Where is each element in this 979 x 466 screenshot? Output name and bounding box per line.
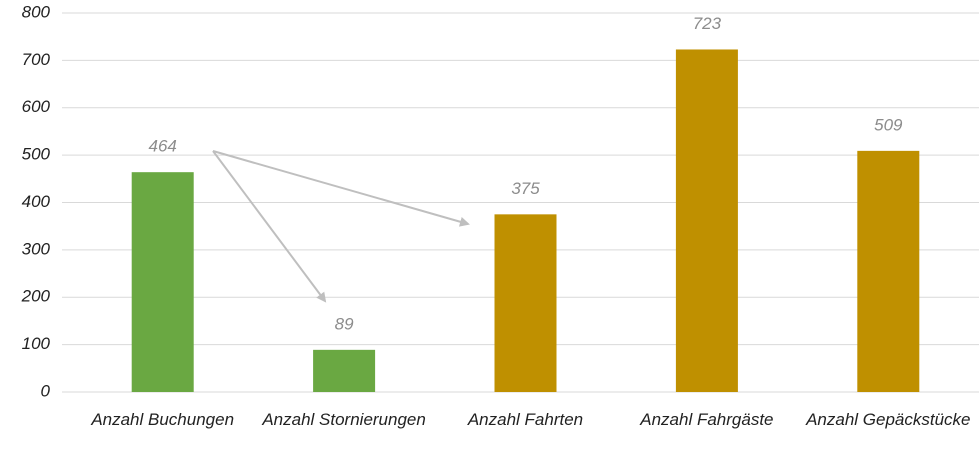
y-tick-label: 300 (22, 239, 51, 258)
bar (675, 49, 738, 392)
value-label: 464 (149, 137, 177, 156)
y-tick-label: 200 (21, 287, 51, 306)
y-tick-label: 700 (22, 50, 51, 69)
bar (313, 349, 376, 392)
y-tick-label: 600 (22, 97, 51, 116)
value-label: 89 (335, 314, 354, 333)
y-tick-label: 0 (41, 381, 51, 400)
value-label: 375 (511, 179, 540, 198)
x-tick-label: Anzahl Stornierungen (262, 410, 426, 429)
value-label: 723 (693, 14, 722, 33)
y-tick-label: 800 (22, 2, 51, 21)
x-tick-label: Anzahl Buchungen (91, 410, 235, 429)
y-tick-label: 400 (22, 192, 51, 211)
bar (494, 214, 557, 392)
y-tick-label: 500 (22, 145, 51, 164)
arrow (212, 150, 470, 227)
bar (131, 172, 194, 392)
y-tick-label: 100 (22, 334, 51, 353)
x-tick-label: Anzahl Fahrten (467, 410, 584, 429)
value-label: 509 (874, 115, 903, 134)
bar (857, 150, 920, 392)
x-tick-label: Anzahl Fahrgäste (640, 410, 774, 429)
arrow (212, 150, 327, 303)
x-tick-label: Anzahl Gepäckstücke (806, 410, 971, 429)
